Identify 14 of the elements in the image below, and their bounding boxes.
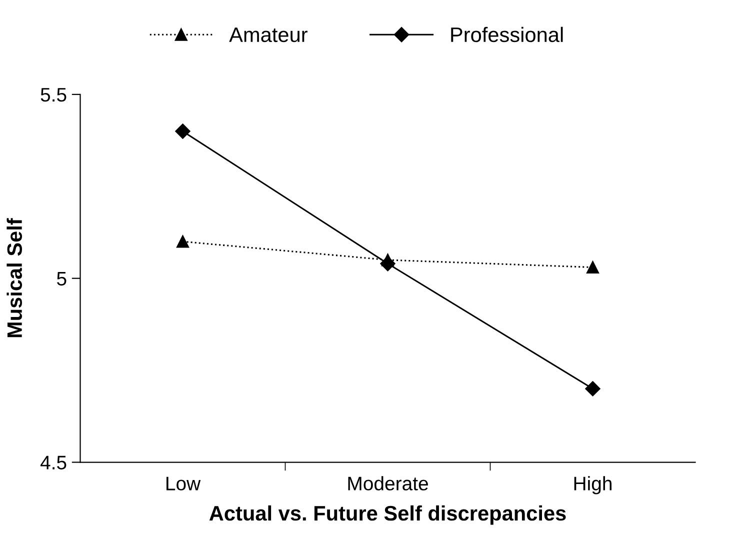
y-axis-title: Musical Self	[6, 218, 22, 338]
legend-label: Amateur	[229, 28, 308, 42]
point	[585, 381, 600, 396]
x-axis-title: Actual vs. Future Self discrepancies	[209, 505, 566, 525]
y-tick-label: 5	[57, 272, 66, 286]
point	[586, 261, 599, 274]
point	[176, 235, 189, 248]
point	[175, 124, 190, 139]
y-tick-label: 5.5	[40, 88, 66, 102]
y-tick-label: 4.5	[40, 456, 66, 470]
x-tick-label: High	[574, 476, 612, 494]
x-tick-label: Moderate	[348, 476, 428, 490]
x-tick-label: Low	[166, 476, 201, 490]
legend-label: Professional	[451, 26, 563, 42]
